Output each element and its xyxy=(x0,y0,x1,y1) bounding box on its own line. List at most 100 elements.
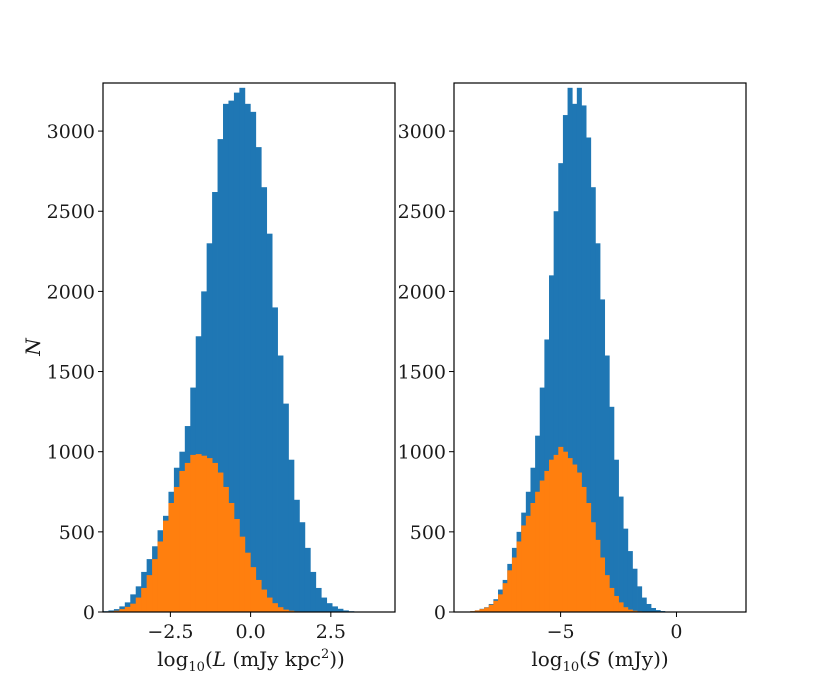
right-series-1-bar xyxy=(539,480,545,612)
right-series-1-bar xyxy=(521,525,527,612)
left-series-1-bar xyxy=(157,541,164,612)
right-series-0-bar xyxy=(637,586,643,612)
left-series-1-bar xyxy=(124,606,131,612)
right-series-0-bar xyxy=(572,103,578,612)
right-series-1-bar xyxy=(484,607,490,612)
left-series-1-bar xyxy=(250,567,257,612)
right-series-1-bar xyxy=(613,595,619,612)
left-series-0-bar xyxy=(293,499,300,612)
left-series-0-bar xyxy=(223,103,229,612)
left-series-0-bar xyxy=(299,522,306,612)
left-series-1-bar xyxy=(217,472,224,612)
left-series-0-bar xyxy=(206,243,213,613)
right-series-0-bar xyxy=(604,355,610,612)
left-series-1-bar xyxy=(113,610,120,612)
right-x-tick-label: −5 xyxy=(547,621,575,643)
right-series-0-bar xyxy=(646,603,652,612)
right-series-1-bar xyxy=(562,451,568,612)
right-series-1-bar xyxy=(600,557,606,612)
left-series-1-bar xyxy=(288,610,295,612)
left-x-axis-label: log10(L (mJy kpc2)) xyxy=(157,647,345,675)
left-series-0-bar xyxy=(283,403,289,612)
right-series-1-bar xyxy=(511,557,517,612)
right-series-1-bar xyxy=(553,454,559,612)
left-series-1-bar xyxy=(233,519,240,612)
right-series-0-bar xyxy=(650,607,657,612)
left-series-1-bar xyxy=(119,609,126,612)
left-series-1-bar xyxy=(212,462,218,612)
left-y-tick-label: 3000 xyxy=(47,121,95,143)
left-y-tick-label: 500 xyxy=(59,522,95,544)
left-y-tick-label: 0 xyxy=(83,602,95,624)
left-series-1-bar xyxy=(179,470,186,612)
right-series-1-bar xyxy=(502,583,508,612)
left-series-1-bar xyxy=(266,597,273,612)
right-series-0-bar xyxy=(613,459,619,612)
right-series-0-bar xyxy=(641,597,647,612)
right-histogram-panel: −5 0 0 500 1000 1500 2000 2500 3000 log10(S (mJy… xyxy=(398,82,747,675)
right-series-1-bar xyxy=(525,515,531,612)
right-series-0-bar xyxy=(586,137,592,612)
left-series-1-bar xyxy=(130,603,137,612)
right-series-0-bar xyxy=(623,528,629,612)
left-series-1-bar xyxy=(163,520,169,612)
left-series-1-bar xyxy=(255,579,262,612)
right-series-1-bar xyxy=(581,486,587,612)
right-series-1-bar xyxy=(627,609,633,612)
right-series-1-bar xyxy=(488,604,494,612)
right-histogram-bars xyxy=(470,87,666,613)
left-series-0-bar xyxy=(315,587,322,612)
left-series-0-bar xyxy=(304,547,311,612)
right-series-0-bar xyxy=(562,115,568,612)
right-series-1-bar xyxy=(549,459,555,612)
left-series-1-bar xyxy=(283,609,289,612)
left-series-0-bar xyxy=(288,459,295,612)
right-y-tick-label: 2000 xyxy=(398,281,446,303)
right-y-tick-label: 3000 xyxy=(398,121,446,143)
right-series-1-bar xyxy=(479,609,485,612)
left-histogram-panel: −2.5 0.0 2.5 0 500 1000 1500 2000 2500 3000 N log… xyxy=(21,82,396,675)
right-axis-ticks: −5 0 0 500 1000 1500 2000 2500 3000 xyxy=(398,121,683,643)
right-y-tick-label: 1000 xyxy=(398,442,446,464)
right-series-0-bar xyxy=(549,275,555,612)
right-series-1-bar xyxy=(590,522,596,612)
left-series-1-bar xyxy=(152,559,158,612)
left-x-tick-label: 0.0 xyxy=(235,621,265,643)
right-series-1-bar xyxy=(498,594,504,612)
left-y-tick-label: 2000 xyxy=(47,281,95,303)
right-series-1-bar xyxy=(609,587,615,612)
right-series-1-bar xyxy=(507,570,513,612)
right-series-0-bar xyxy=(655,610,661,612)
left-series-1-bar xyxy=(146,575,153,612)
left-series-0-bar xyxy=(255,147,262,612)
right-series-1-bar xyxy=(618,602,624,612)
right-series-1-bar xyxy=(595,539,601,612)
right-series-0-bar xyxy=(618,496,624,612)
left-series-0-bar xyxy=(233,92,240,613)
left-x-tick-label: 2.5 xyxy=(316,621,346,643)
right-series-0-bar xyxy=(558,163,564,612)
left-y-tick-label: 2500 xyxy=(47,201,95,223)
right-y-tick-label: 1500 xyxy=(398,362,446,384)
left-series-0-bar xyxy=(266,233,273,612)
left-series-0-bar xyxy=(261,187,268,612)
left-series-1-bar xyxy=(277,607,284,612)
left-series-0-bar xyxy=(343,610,349,612)
left-plot-frame xyxy=(102,82,396,613)
left-series-0-bar xyxy=(244,103,251,612)
left-series-0-bar xyxy=(332,606,338,612)
right-series-0-bar xyxy=(567,87,573,612)
left-series-1-bar xyxy=(190,454,197,612)
left-series-0-bar xyxy=(337,608,344,612)
left-series-1-bar xyxy=(168,502,175,612)
right-y-tick-label: 0 xyxy=(434,602,446,624)
right-series-0-bar xyxy=(632,568,638,612)
left-series-1-bar xyxy=(261,589,268,612)
right-series-0-bar xyxy=(553,211,559,613)
left-series-0-bar xyxy=(108,610,115,612)
right-series-1-bar xyxy=(558,446,564,612)
left-series-1-bar xyxy=(239,536,246,612)
left-series-0-bar xyxy=(217,139,224,613)
left-series-0-bar xyxy=(326,603,333,612)
right-series-0-bar xyxy=(581,105,587,612)
